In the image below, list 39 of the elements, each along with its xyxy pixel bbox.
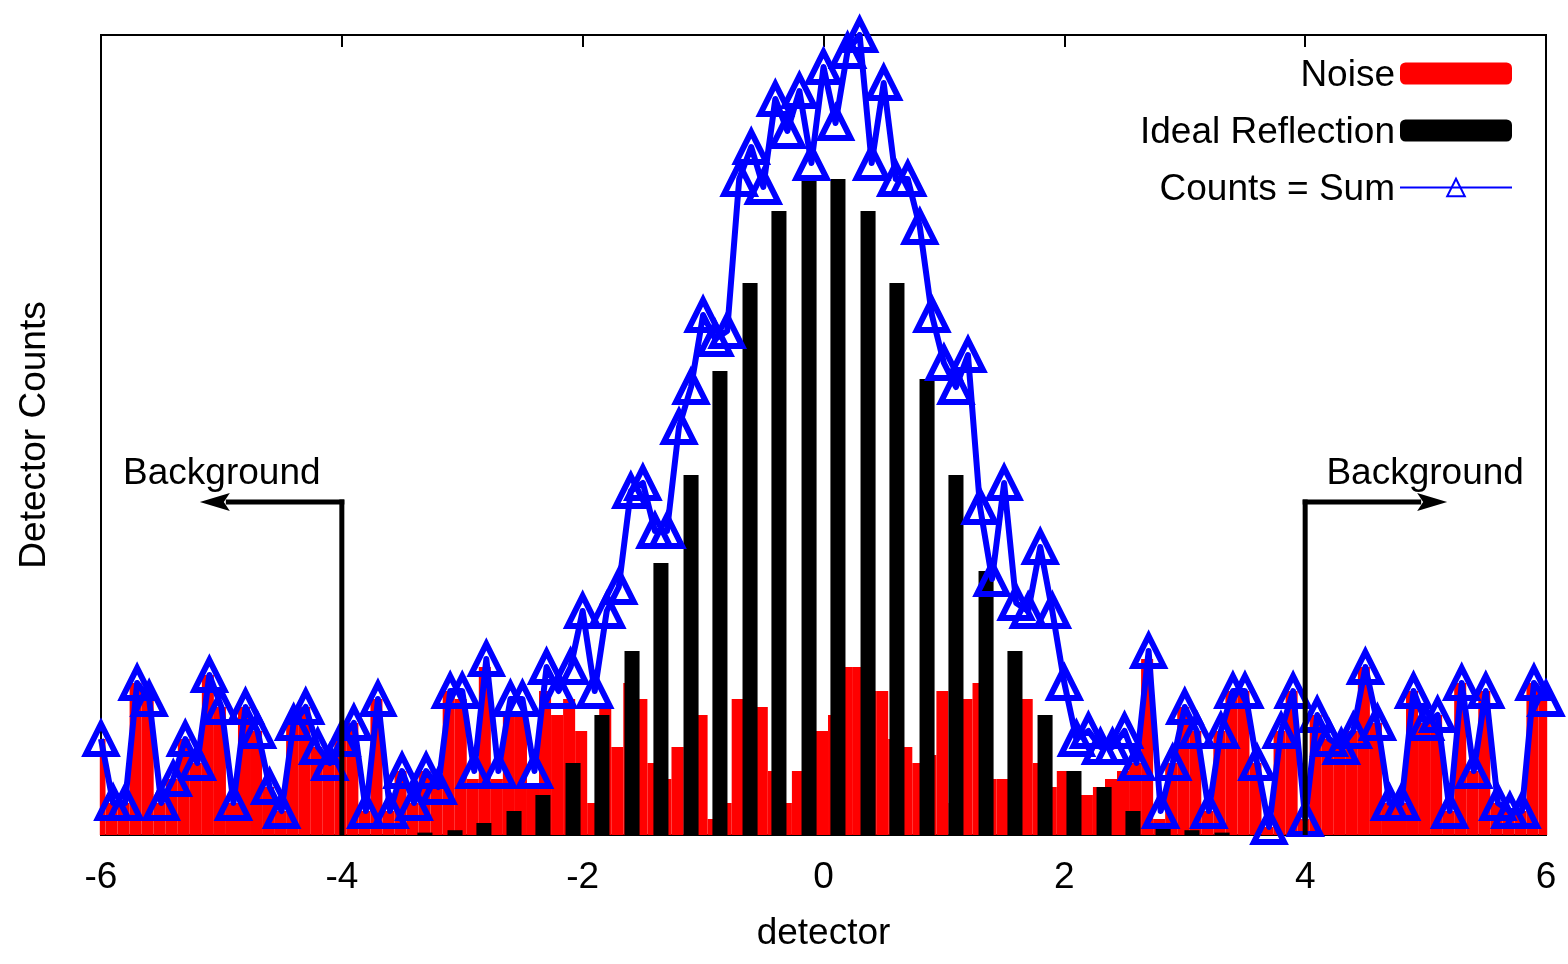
x-tick-label: 0 (813, 855, 834, 896)
ref-line-label: Background (123, 451, 321, 492)
bar (771, 211, 787, 835)
legend-label: Ideal Reflection (1139, 110, 1395, 151)
x-tick-label: -4 (325, 855, 359, 896)
bar (731, 699, 744, 835)
bar (535, 795, 551, 835)
bar (1066, 771, 1082, 835)
bar (860, 211, 876, 835)
bar (594, 715, 610, 835)
bar (565, 763, 581, 835)
bar (624, 651, 640, 835)
bar (683, 475, 699, 835)
legend-label: Noise (1300, 53, 1395, 94)
legend-label: Counts = Sum (1159, 167, 1395, 208)
bar (476, 823, 492, 835)
bar (936, 691, 949, 835)
bar (712, 371, 728, 835)
x-tick-label: -6 (84, 855, 118, 896)
bar (447, 830, 463, 835)
bar (1007, 651, 1023, 835)
bar (948, 475, 964, 835)
x-tick-label: 4 (1294, 855, 1316, 896)
bar (830, 179, 846, 835)
bar (889, 283, 905, 835)
x-tick-label: 6 (1535, 855, 1557, 896)
bar (1096, 787, 1112, 835)
bar (1184, 830, 1200, 835)
bar (506, 811, 522, 835)
y-axis-title: Detector Counts (12, 301, 53, 569)
ref-line-label: Background (1326, 451, 1524, 492)
x-tick-label: -2 (566, 855, 600, 896)
bar (671, 747, 684, 835)
bar (1037, 715, 1053, 835)
bar (742, 283, 758, 835)
bar (876, 691, 889, 835)
bar (653, 563, 669, 835)
x-axis-title: detector (756, 911, 891, 952)
x-tick-label: 2 (1054, 855, 1075, 896)
